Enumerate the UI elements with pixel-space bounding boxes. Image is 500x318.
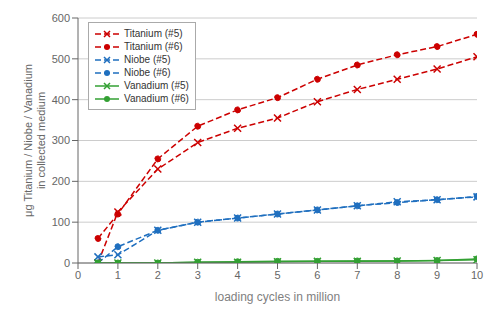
svg-text:6: 6 — [314, 269, 320, 281]
svg-text:1: 1 — [115, 269, 121, 281]
svg-text:7: 7 — [354, 269, 360, 281]
svg-text:8: 8 — [394, 269, 400, 281]
svg-text:2: 2 — [155, 269, 161, 281]
svg-text:600: 600 — [52, 12, 70, 24]
html-text:Niobe (#6): Niobe (#6) — [124, 67, 171, 78]
svg-text:0: 0 — [75, 269, 81, 281]
html-text:Titanium (#5): Titanium (#5) — [124, 28, 183, 39]
html-text:Niobe (#5): Niobe (#5) — [124, 54, 171, 65]
svg-text:300: 300 — [52, 134, 70, 146]
svg-text:400: 400 — [52, 94, 70, 106]
svg-text:loading cycles in million: loading cycles in million — [215, 290, 340, 304]
svg-text:μg Titanium / Niobe / Vanadium: μg Titanium / Niobe / Vanadium — [22, 64, 34, 217]
svg-text:in collected medium: in collected medium — [35, 92, 47, 189]
svg-text:3: 3 — [195, 269, 201, 281]
svg-text:5: 5 — [274, 269, 280, 281]
svg-text:500: 500 — [52, 53, 70, 65]
svg-text:0: 0 — [64, 257, 70, 269]
svg-text:100: 100 — [52, 216, 70, 228]
svg-text:10: 10 — [471, 269, 483, 281]
svg-text:200: 200 — [52, 175, 70, 187]
html-text:Vanadium (#5): Vanadium (#5) — [124, 80, 189, 91]
svg-text:9: 9 — [434, 269, 440, 281]
svg-text:4: 4 — [235, 269, 241, 281]
html-text:Vanadium (#6): Vanadium (#6) — [124, 93, 189, 104]
html-text:Titanium (#6): Titanium (#6) — [124, 41, 183, 52]
